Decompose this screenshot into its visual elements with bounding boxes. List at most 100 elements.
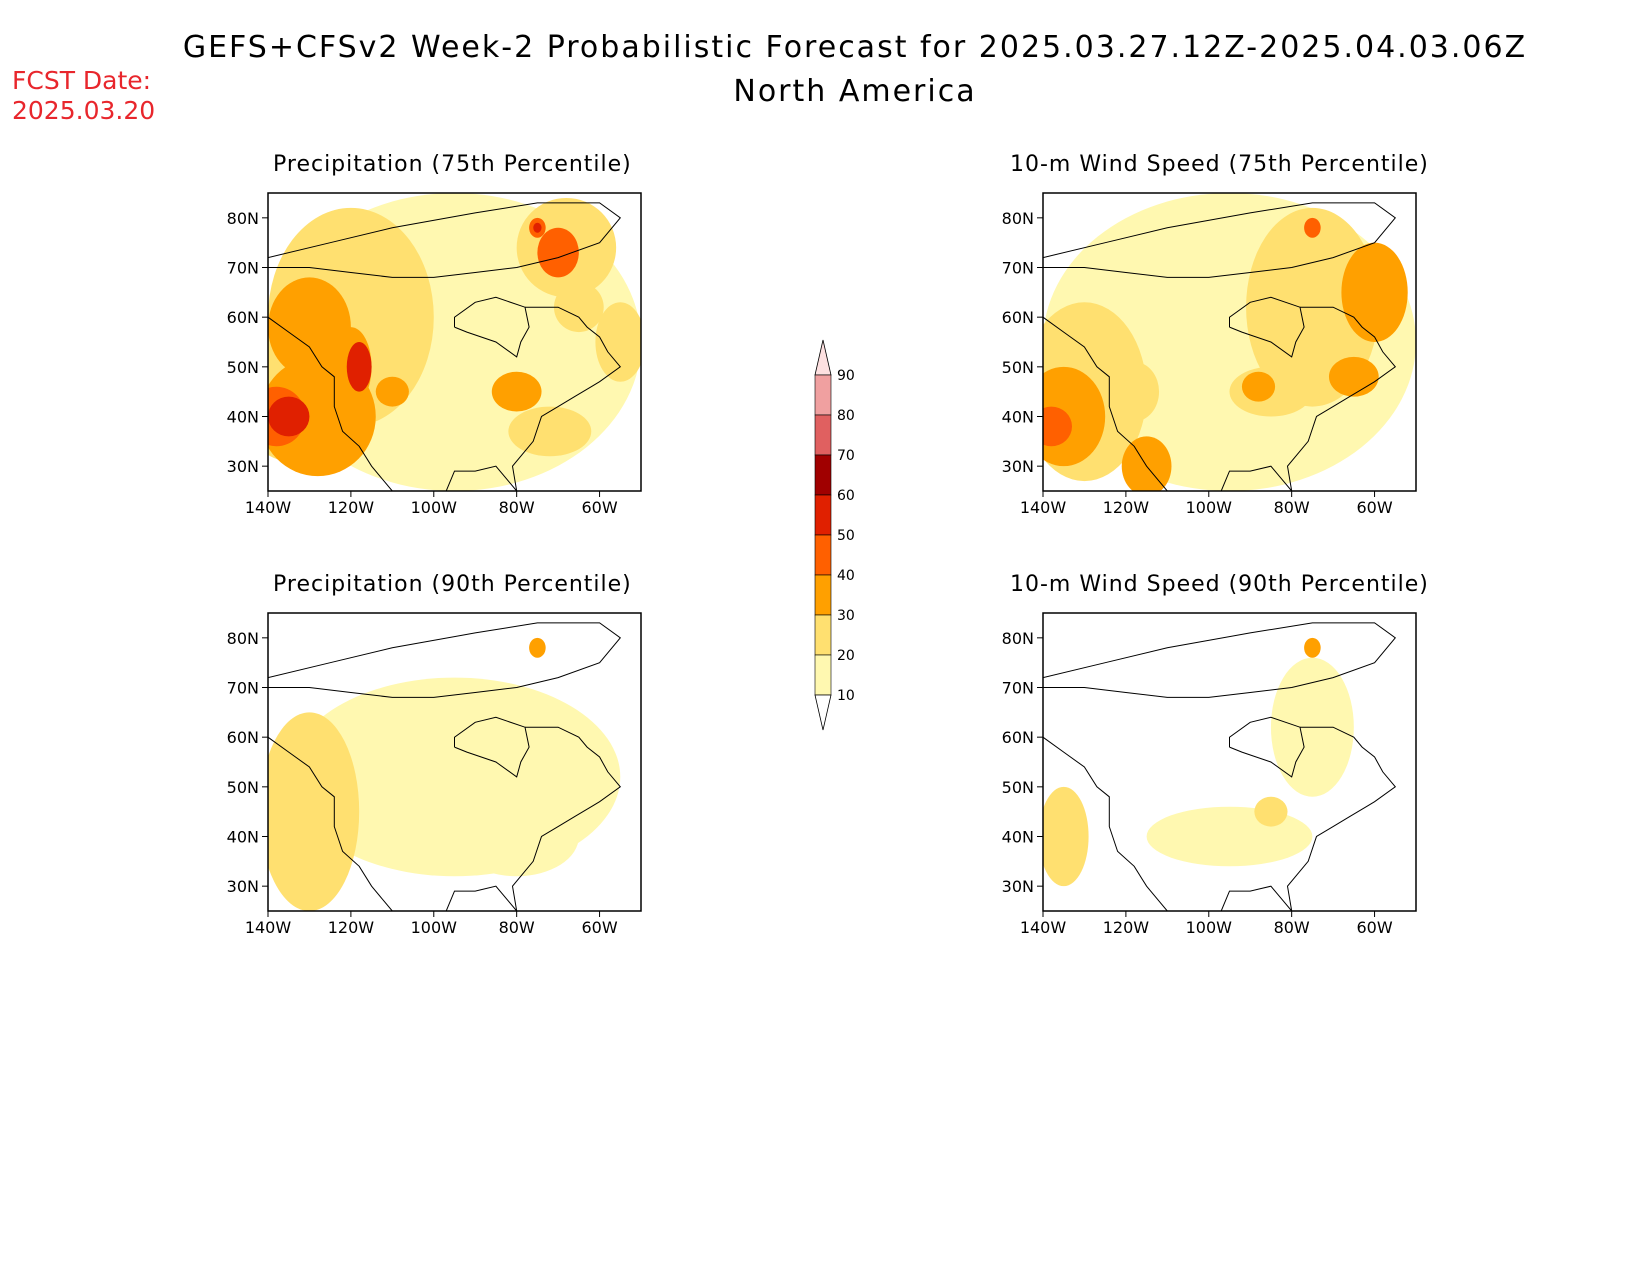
lat-label: 60N [227, 308, 259, 327]
colorbar-label: 60 [837, 488, 855, 504]
probability-shading [508, 406, 592, 457]
probability-shading [1043, 406, 1073, 447]
probability-shading [1109, 361, 1160, 422]
lat-label: 70N [1002, 259, 1034, 278]
colorbar-segment [814, 654, 832, 696]
lat-label: 50N [1002, 358, 1034, 377]
coastline [1043, 736, 1168, 911]
panel-title-precip-75: Precipitation (75th Percentile) [273, 152, 632, 177]
probability-shading [268, 396, 310, 437]
lat-label: 30N [227, 457, 259, 476]
colorbar-segment [814, 414, 832, 456]
coastline [445, 726, 622, 911]
map-precip-75: 80N 70N 60N 50N 40N 30N 140W 120W 100W 80W 60W [227, 192, 642, 517]
lon-label: 140W [245, 918, 292, 937]
lat-label: 80N [227, 209, 259, 228]
map-frame [267, 192, 642, 492]
fcst-date-label: FCST Date: [12, 66, 152, 95]
probability-shading [1146, 806, 1313, 867]
coastline [1229, 296, 1305, 358]
lon-label: 120W [1103, 498, 1150, 517]
fcst-date-value: 2025.03.20 [12, 96, 156, 125]
coastline [445, 306, 622, 491]
coastline [1229, 716, 1305, 778]
probability-shading [1241, 371, 1276, 402]
probability-shading [1043, 786, 1089, 887]
lat-label: 40N [1002, 828, 1034, 847]
colorbar-label: 10 [837, 688, 855, 704]
shading-layer [268, 193, 641, 491]
colorbar-bottom-arrow [814, 694, 832, 731]
lon-label: 80W [1274, 918, 1310, 937]
colorbar-segment [814, 494, 832, 536]
coastline [268, 622, 622, 698]
coastline [454, 296, 530, 358]
probability-shading [529, 637, 546, 658]
lon-label: 80W [499, 918, 535, 937]
colorbar-segment [814, 534, 832, 576]
panel-title-wind-75: 10-m Wind Speed (75th Percentile) [1010, 152, 1429, 177]
lon-label: 140W [245, 498, 292, 517]
map-frame [1042, 192, 1417, 492]
coastline [1043, 202, 1397, 278]
lon-label: 60W [1356, 918, 1392, 937]
probability-shading [268, 806, 314, 867]
colorbar-label: 50 [837, 528, 855, 544]
colorbar-segment [814, 614, 832, 656]
lat-label: 60N [227, 728, 259, 747]
coastline [1043, 622, 1397, 698]
lon-label: 60W [581, 498, 617, 517]
panel-title-precip-90: Precipitation (90th Percentile) [273, 572, 632, 597]
lat-label: 30N [1002, 877, 1034, 896]
lat-label: 50N [1002, 778, 1034, 797]
lat-label: 60N [1002, 728, 1034, 747]
map-precip-90: 80N 70N 60N 50N 40N 30N 140W 120W 100W 80W 60W [227, 612, 642, 937]
region-subtitle: North America [733, 74, 977, 109]
lon-label: 60W [1356, 498, 1392, 517]
colorbar-label: 40 [837, 568, 855, 584]
lat-label: 70N [1002, 679, 1034, 698]
lat-label: 30N [1002, 457, 1034, 476]
lon-label: 120W [328, 498, 375, 517]
lon-label: 140W [1020, 498, 1067, 517]
lat-label: 70N [227, 679, 259, 698]
main-title: GEFS+CFSv2 Week-2 Probabilistic Forecast… [182, 30, 1528, 65]
colorbar-legend: 90 80 70 60 50 40 30 20 10 [814, 339, 855, 731]
probability-shading [537, 227, 579, 278]
colorbar-top-arrow [814, 339, 832, 376]
lat-label: 50N [227, 778, 259, 797]
colorbar-label: 20 [837, 648, 855, 664]
lat-label: 80N [227, 629, 259, 648]
lon-label: 100W [411, 498, 458, 517]
shading-layer [1043, 613, 1416, 911]
coastline [1220, 306, 1397, 491]
colorbar-label: 80 [837, 408, 855, 424]
colorbar-segment [814, 574, 832, 616]
probability-shading [268, 277, 351, 377]
lon-label: 120W [328, 918, 375, 937]
probability-shading [454, 796, 579, 877]
lon-label: 80W [1274, 498, 1310, 517]
lon-label: 140W [1020, 918, 1067, 937]
lon-label: 120W [1103, 918, 1150, 937]
lat-label: 30N [227, 877, 259, 896]
probability-shading [375, 376, 409, 407]
coastline [268, 202, 622, 278]
colorbar-label: 70 [837, 448, 855, 464]
colorbar-label: 30 [837, 608, 855, 624]
lon-label: 100W [411, 918, 458, 937]
shading-layer [268, 613, 641, 911]
shading-layer [1043, 193, 1416, 491]
probability-shading [1341, 242, 1408, 342]
lat-label: 40N [227, 828, 259, 847]
lat-label: 80N [1002, 629, 1034, 648]
colorbar-segment [814, 374, 832, 416]
probability-shading [553, 282, 604, 333]
probability-shading [1304, 637, 1321, 658]
lat-label: 50N [227, 358, 259, 377]
colorbar-label: 90 [837, 368, 855, 384]
probability-shading [1121, 436, 1172, 491]
lon-label: 60W [581, 918, 617, 937]
map-wind-90: 80N 70N 60N 50N 40N 30N 140W 120W 100W 80W 60W [1002, 612, 1417, 937]
colorbar-segment [814, 454, 832, 496]
